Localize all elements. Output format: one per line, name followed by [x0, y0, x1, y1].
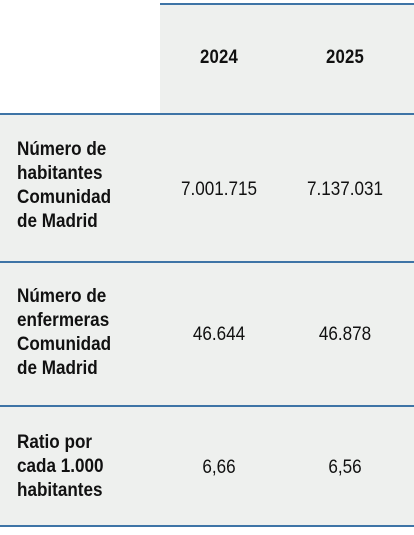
row-label-line: habitantes: [17, 480, 103, 501]
row-label: Ratio por cada 1.000 habitantes: [17, 431, 143, 503]
bottom-divider: [0, 525, 414, 527]
row-label-line: Número de: [17, 286, 107, 307]
cell-2025: 6,56: [328, 457, 362, 478]
cell-2025: 46.878: [318, 324, 372, 345]
column-header-2024: 2024: [200, 47, 238, 68]
table-row-habitantes: Número de habitantes Comunidad de Madrid…: [0, 113, 414, 261]
column-header-2025: 2025: [326, 47, 364, 68]
row-label-line: Comunidad: [17, 187, 112, 208]
row-label-line: de Madrid: [17, 211, 98, 232]
row-label-line: Número de: [17, 139, 107, 160]
row-label-line: Comunidad: [17, 334, 112, 355]
row-label-line: de Madrid: [17, 358, 98, 379]
cell-2025: 7.137.031: [306, 179, 384, 200]
table-header: 2024 2025: [0, 0, 414, 115]
row-label: Número de habitantes Comunidad de Madrid: [17, 138, 143, 234]
cell-2024: 7.001.715: [180, 179, 258, 200]
row-label-line: cada 1.000: [17, 456, 104, 477]
table-row-ratio: Ratio por cada 1.000 habitantes 6,66 6,5…: [0, 405, 414, 527]
cell-2024: 46.644: [192, 324, 246, 345]
cell-2024: 6,66: [202, 457, 236, 478]
row-label-line: enfermeras: [17, 310, 110, 331]
header-background: [160, 3, 414, 115]
row-label-line: Ratio por: [17, 432, 93, 453]
row-label: Número de enfermeras Comunidad de Madrid: [17, 285, 143, 381]
row-label-line: habitantes: [17, 163, 103, 184]
table-row-enfermeras: Número de enfermeras Comunidad de Madrid…: [0, 261, 414, 407]
